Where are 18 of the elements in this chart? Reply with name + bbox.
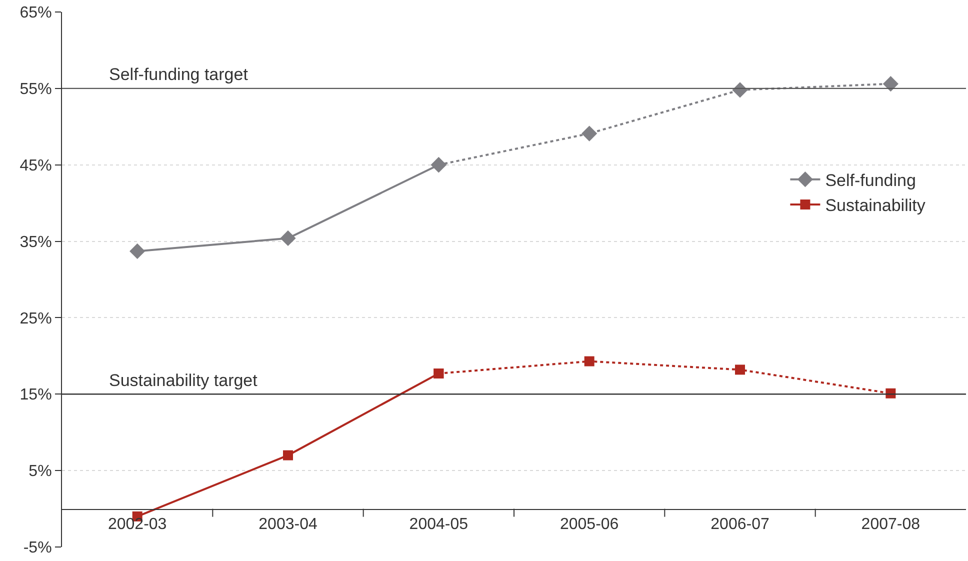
y-tick-label: 35% [20,234,52,251]
y-tick-label: 5% [28,463,52,480]
legend-label: Sustainability [825,196,926,216]
ref-line-label: Sustainability target [109,371,258,390]
x-tick-label: 2004-05 [409,516,468,533]
y-tick-label: 15% [20,386,52,404]
x-tick-label: 2002-03 [108,516,167,533]
x-tick-label: 2006-07 [710,516,770,533]
y-tick-label: -5% [23,540,52,557]
x-tick-label: 2003-04 [258,516,318,533]
y-tick-label: 45% [20,157,52,174]
x-tick-label: 2005-06 [560,516,619,533]
ref-line-label: Self-funding target [109,65,248,84]
y-tick-label: 25% [20,310,52,328]
x-tick-label: 2007-08 [861,516,920,533]
y-tick-label: 65% [20,4,52,22]
y-tick-label: 55% [20,81,52,98]
legend-label: Self-funding [825,170,916,190]
